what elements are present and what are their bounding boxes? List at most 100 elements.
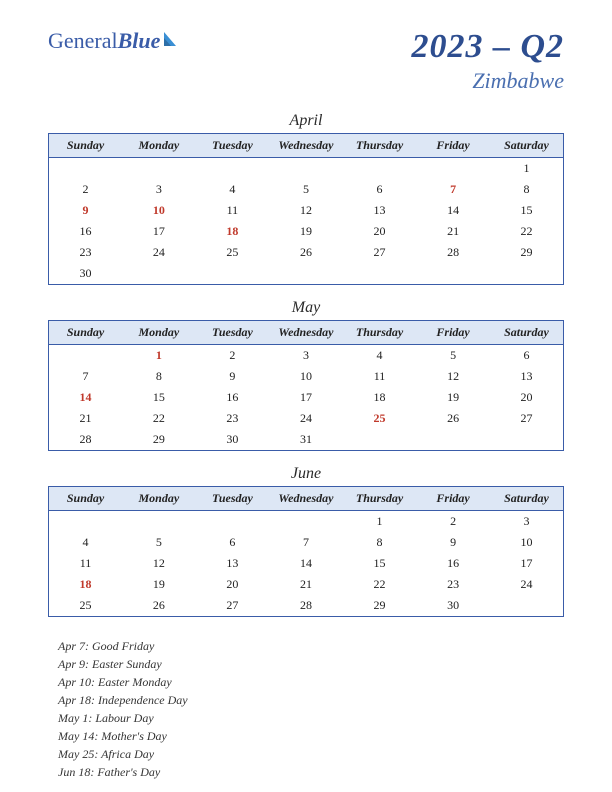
calendar-cell: 12 bbox=[416, 366, 490, 387]
holiday-entry: May 14: Mother's Day bbox=[58, 727, 564, 745]
calendar-cell: 9 bbox=[196, 366, 270, 387]
calendar-row: 78910111213 bbox=[49, 366, 564, 387]
day-header: Sunday bbox=[49, 321, 123, 345]
day-header: Monday bbox=[122, 134, 196, 158]
calendar-row: 23242526272829 bbox=[49, 242, 564, 263]
calendar-cell bbox=[269, 263, 343, 285]
calendar-cell: 1 bbox=[122, 345, 196, 367]
calendar-cell: 14 bbox=[269, 553, 343, 574]
calendar-row: 123 bbox=[49, 511, 564, 533]
calendar-cell: 7 bbox=[49, 366, 123, 387]
calendar-cell: 21 bbox=[49, 408, 123, 429]
country-name: Zimbabwe bbox=[411, 68, 564, 94]
calendar-cell: 30 bbox=[416, 595, 490, 617]
calendar-row: 28293031 bbox=[49, 429, 564, 451]
calendar-cell: 22 bbox=[122, 408, 196, 429]
logo-text-1: General bbox=[48, 28, 118, 54]
calendar-cell: 15 bbox=[122, 387, 196, 408]
calendar-row: 252627282930 bbox=[49, 595, 564, 617]
title-block: 2023 – Q2 Zimbabwe bbox=[411, 28, 564, 94]
calendar-cell: 17 bbox=[490, 553, 564, 574]
calendar-cell: 24 bbox=[269, 408, 343, 429]
calendar-cell: 28 bbox=[269, 595, 343, 617]
calendar-cell: 3 bbox=[269, 345, 343, 367]
calendar-row: 2345678 bbox=[49, 179, 564, 200]
calendar-row: 18192021222324 bbox=[49, 574, 564, 595]
calendar-cell: 30 bbox=[49, 263, 123, 285]
day-header: Monday bbox=[122, 487, 196, 511]
calendar-table: SundayMondayTuesdayWednesdayThursdayFrid… bbox=[48, 320, 564, 451]
calendar-cell: 28 bbox=[49, 429, 123, 451]
calendar-cell: 4 bbox=[196, 179, 270, 200]
day-header: Sunday bbox=[49, 134, 123, 158]
calendar-cell: 31 bbox=[269, 429, 343, 451]
calendar-cell: 16 bbox=[196, 387, 270, 408]
calendar-cell bbox=[122, 511, 196, 533]
calendar-cell: 3 bbox=[122, 179, 196, 200]
holiday-entry: Apr 10: Easter Monday bbox=[58, 673, 564, 691]
day-header: Thursday bbox=[343, 134, 417, 158]
calendar-row: 45678910 bbox=[49, 532, 564, 553]
calendar-cell: 7 bbox=[269, 532, 343, 553]
calendar-row: 11121314151617 bbox=[49, 553, 564, 574]
calendar-cell bbox=[343, 158, 417, 180]
calendar-row: 16171819202122 bbox=[49, 221, 564, 242]
calendar-cell bbox=[416, 429, 490, 451]
calendar-cell: 16 bbox=[416, 553, 490, 574]
calendar-row: 21222324252627 bbox=[49, 408, 564, 429]
calendar-cell: 25 bbox=[196, 242, 270, 263]
calendar-cell: 6 bbox=[490, 345, 564, 367]
header: General Blue 2023 – Q2 Zimbabwe bbox=[48, 28, 564, 94]
calendar-cell: 23 bbox=[416, 574, 490, 595]
calendar-cell bbox=[196, 263, 270, 285]
calendar-cell: 2 bbox=[49, 179, 123, 200]
calendar-cell: 25 bbox=[343, 408, 417, 429]
calendar-cell: 10 bbox=[122, 200, 196, 221]
calendar-cell bbox=[416, 263, 490, 285]
calendar-cell: 5 bbox=[122, 532, 196, 553]
calendar-cell: 16 bbox=[49, 221, 123, 242]
month-title: June bbox=[48, 465, 564, 483]
calendar-cell: 12 bbox=[269, 200, 343, 221]
day-header: Saturday bbox=[490, 487, 564, 511]
calendar-cell: 9 bbox=[49, 200, 123, 221]
calendar-cell: 27 bbox=[490, 408, 564, 429]
calendar-cell bbox=[269, 511, 343, 533]
calendar-cell: 22 bbox=[490, 221, 564, 242]
day-header: Saturday bbox=[490, 321, 564, 345]
calendar-cell: 24 bbox=[490, 574, 564, 595]
calendar-row: 9101112131415 bbox=[49, 200, 564, 221]
calendar-cell: 14 bbox=[49, 387, 123, 408]
calendar-cell: 17 bbox=[269, 387, 343, 408]
calendar-cell: 13 bbox=[343, 200, 417, 221]
calendar-cell bbox=[490, 595, 564, 617]
day-header: Wednesday bbox=[269, 321, 343, 345]
calendar-cell: 20 bbox=[196, 574, 270, 595]
calendar-container: April SundayMondayTuesdayWednesdayThursda… bbox=[48, 112, 564, 617]
calendar-cell: 28 bbox=[416, 242, 490, 263]
calendar-cell: 17 bbox=[122, 221, 196, 242]
calendar-row: 123456 bbox=[49, 345, 564, 367]
calendar-cell: 26 bbox=[269, 242, 343, 263]
calendar-cell: 18 bbox=[49, 574, 123, 595]
calendar-cell: 24 bbox=[122, 242, 196, 263]
calendar-table: SundayMondayTuesdayWednesdayThursdayFrid… bbox=[48, 486, 564, 617]
calendar-cell: 10 bbox=[490, 532, 564, 553]
calendar-cell: 5 bbox=[269, 179, 343, 200]
calendar-cell: 29 bbox=[490, 242, 564, 263]
calendar-cell bbox=[49, 345, 123, 367]
calendar-cell: 9 bbox=[416, 532, 490, 553]
calendar-cell bbox=[490, 429, 564, 451]
day-header: Monday bbox=[122, 321, 196, 345]
calendar-cell bbox=[416, 158, 490, 180]
calendar-cell: 1 bbox=[343, 511, 417, 533]
calendar-cell: 11 bbox=[196, 200, 270, 221]
calendar-cell: 13 bbox=[490, 366, 564, 387]
month-title: April bbox=[48, 112, 564, 130]
holiday-entry: Apr 18: Independence Day bbox=[58, 691, 564, 709]
calendar-cell: 1 bbox=[490, 158, 564, 180]
calendar-cell bbox=[196, 511, 270, 533]
calendar-cell: 8 bbox=[343, 532, 417, 553]
holiday-list: Apr 7: Good FridayApr 9: Easter SundayAp… bbox=[48, 637, 564, 781]
calendar-cell: 21 bbox=[269, 574, 343, 595]
